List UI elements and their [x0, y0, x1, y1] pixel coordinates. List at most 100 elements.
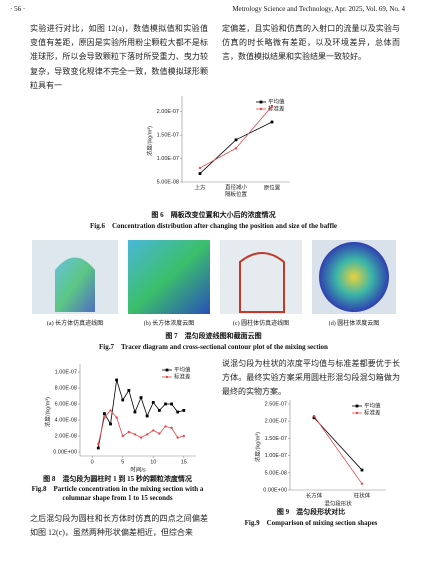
x-tick-label: 长方体 — [306, 491, 323, 499]
point — [109, 409, 112, 412]
y-tick-label: 1.00E-07 — [55, 369, 77, 375]
panel-label: (a) 长方体仿真迹线图 — [46, 321, 104, 327]
y-tick-label: 2.50E-07 — [265, 401, 287, 407]
legend-marker — [259, 100, 263, 104]
y-tick-label: 1.00E-07 — [265, 453, 287, 459]
caption: 图 9 混匀段形状对比 — [276, 508, 346, 516]
point — [270, 104, 274, 108]
caption: 图 8 混匀段为圆柱时 1 到 15 秒的颗粒浓度情况 — [43, 475, 192, 483]
point — [234, 138, 238, 142]
point — [157, 409, 161, 412]
x-tick-label: 0 — [91, 459, 94, 465]
point — [139, 436, 143, 439]
series-line — [313, 417, 363, 471]
x-tick-label: 直径减小隔板位置 — [225, 183, 248, 198]
point — [164, 402, 167, 406]
y-tick-label: 1.00E-07 — [157, 156, 179, 162]
legend-marker — [165, 375, 169, 379]
point — [312, 414, 316, 418]
page-number: · 56 · — [10, 5, 26, 13]
caption: Fig.9 Comparison of mixing section shape… — [244, 519, 378, 527]
image-c — [220, 240, 302, 314]
y-axis-label: 浓度/(kg/m³) — [253, 432, 261, 462]
point — [121, 398, 125, 402]
legend-label: 平均值 — [268, 97, 285, 105]
y-axis-label: 浓度/(kg/m³) — [145, 126, 153, 156]
point — [133, 433, 137, 436]
caption: Fig.6 Concentration distribution after c… — [89, 222, 337, 230]
legend-label: 标准差 — [268, 104, 285, 112]
series-line — [313, 415, 363, 485]
point — [158, 432, 161, 435]
point — [270, 120, 274, 124]
y-tick-label: 5.00E-08 — [265, 470, 287, 476]
fig7-images — [32, 240, 396, 314]
point — [182, 434, 185, 438]
x-tick-label: 15 — [181, 459, 187, 465]
legend-label: 标准差 — [364, 408, 381, 416]
point — [198, 166, 202, 170]
point — [170, 426, 173, 430]
y-tick-label: 2.00E-07 — [265, 419, 287, 425]
point — [145, 414, 149, 418]
legend-marker — [355, 404, 359, 408]
point — [133, 410, 137, 414]
legend-marker — [165, 368, 169, 372]
point — [96, 446, 100, 450]
panel-label: (b) 长方体浓度云图 — [143, 321, 195, 327]
point — [176, 410, 180, 414]
x-axis-label: 时间/s — [130, 465, 146, 473]
point — [360, 482, 364, 486]
y-tick-label: 4.00E-08 — [55, 417, 77, 423]
point — [97, 442, 100, 446]
point — [176, 436, 179, 439]
point — [127, 430, 131, 434]
y-axis-label: 浓度/(kg/m³) — [43, 397, 51, 427]
point — [127, 389, 131, 392]
y-tick-label: 1.50E-07 — [157, 133, 179, 139]
x-tick-label: 原位置 — [264, 183, 281, 191]
paragraph: 说混匀段为柱状的浓度平均值与标准差都要优于长方体。最终实验方案采用圆柱形混匀段混… — [222, 359, 400, 397]
point — [145, 433, 149, 436]
point — [170, 402, 173, 406]
caption: Fig.7 Tracer diagram and cross-sectional… — [99, 343, 328, 351]
x-tick-label: 5 — [121, 459, 124, 465]
point — [103, 416, 106, 419]
image-d-shape — [319, 242, 389, 312]
paragraph: 定偏差，且实验和仿真的入射口的流量以及实验与仿真的时长略微有差距，以及环境差异，… — [222, 24, 400, 62]
image-b — [128, 240, 210, 314]
x-tick-label: 10 — [150, 459, 156, 465]
point — [152, 429, 155, 432]
legend-label: 标准差 — [174, 372, 191, 380]
caption: 图 6 隔板改变位置和大小后的浓度情况 — [151, 211, 276, 219]
y-tick-label: 2.00E-08 — [55, 433, 77, 439]
point — [151, 401, 155, 404]
caption: columnar shape from 1 to 15 seconds — [62, 494, 173, 502]
x-tick-label: 上方 — [194, 183, 206, 191]
journal: Metrology Science and Technology, Apr. 2… — [232, 5, 405, 13]
point — [109, 422, 112, 426]
legend-label: 平均值 — [174, 365, 191, 373]
y-tick-label: 8.00E-08 — [55, 385, 77, 391]
paragraph: 之后混匀段为圆柱和长方体时仿真的四点之间偏差如图 12(c)，虽然两种形状偏差相… — [30, 514, 208, 538]
legend-marker — [259, 107, 263, 111]
y-tick-label: 2.00E-07 — [157, 109, 179, 115]
point — [115, 416, 118, 419]
point — [115, 378, 119, 382]
paragraph: 实验进行对比，如图 12(a)，数值模拟值和实验值变值有差距，原因是实验所用粉尘… — [30, 24, 208, 90]
image-c-shape — [239, 252, 285, 313]
image-a-shape — [55, 257, 95, 312]
point — [234, 147, 238, 150]
point — [312, 416, 316, 420]
legend-marker — [355, 411, 359, 415]
y-tick-label: 6.00E-08 — [55, 401, 77, 407]
point — [164, 425, 167, 428]
caption: Fig.8 Particle concentration in the mixi… — [31, 485, 204, 493]
point — [103, 412, 106, 415]
y-tick-label: 0.00E+00 — [53, 449, 77, 455]
panel-label: (c) 圆柱体仿真迹线图 — [232, 321, 290, 327]
y-tick-label: 1.50E-07 — [265, 436, 287, 442]
y-tick-label: 0.00E+00 — [263, 487, 287, 493]
